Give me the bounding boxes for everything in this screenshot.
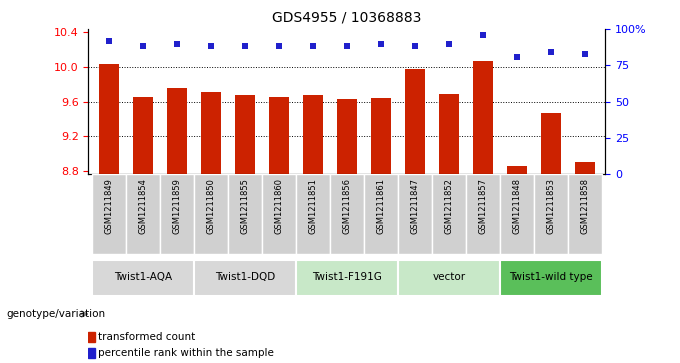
Text: GDS4955 / 10368883: GDS4955 / 10368883 [272,11,422,25]
Point [477,32,488,38]
Bar [500,174,534,254]
Text: GSM1211856: GSM1211856 [342,178,352,234]
Text: genotype/variation: genotype/variation [7,309,106,319]
Bar [296,260,398,295]
Bar [88,332,95,342]
Bar [337,99,357,174]
Bar [228,174,262,254]
Text: GSM1211852: GSM1211852 [444,178,454,234]
Text: GSM1211847: GSM1211847 [410,178,420,234]
Point [579,51,590,57]
Bar [296,174,330,254]
Point [205,44,216,49]
Bar [405,69,425,174]
Bar [466,174,500,254]
Text: GSM1211850: GSM1211850 [206,178,216,234]
Bar [126,174,160,254]
Bar [235,95,255,174]
Text: vector: vector [432,272,465,282]
Point [307,44,318,49]
Text: Twist1-wild type: Twist1-wild type [509,272,592,282]
Bar [194,174,228,254]
Text: GSM1211853: GSM1211853 [546,178,556,234]
Point [375,41,386,46]
Text: GSM1211849: GSM1211849 [104,178,114,234]
Bar [262,174,296,254]
Point [171,41,182,46]
Text: GSM1211848: GSM1211848 [512,178,522,234]
Point [409,44,420,49]
Bar [303,95,323,174]
Bar [568,174,602,254]
Point [341,44,352,49]
Point [545,49,556,55]
Bar [371,98,391,174]
Bar [364,174,398,254]
Bar [167,88,187,174]
Bar [541,113,561,174]
Bar [160,174,194,254]
Bar [194,260,296,295]
Point [103,38,114,44]
Bar [398,174,432,254]
Text: transformed count: transformed count [98,332,195,342]
Text: GSM1211861: GSM1211861 [376,178,386,234]
Text: GSM1211858: GSM1211858 [580,178,590,234]
Bar [439,94,459,174]
Bar [473,61,493,174]
Bar [500,260,602,295]
Bar [330,174,364,254]
Text: Twist1-AQA: Twist1-AQA [114,272,172,282]
Text: GSM1211854: GSM1211854 [138,178,148,234]
Bar [507,167,527,174]
Text: GSM1211860: GSM1211860 [274,178,284,234]
Bar [99,65,119,174]
Text: percentile rank within the sample: percentile rank within the sample [98,348,273,358]
Bar [398,260,500,295]
Text: Twist1-F191G: Twist1-F191G [312,272,381,282]
Bar [201,92,221,174]
Text: Twist1-DQD: Twist1-DQD [215,272,275,282]
Point [137,44,148,49]
Text: GSM1211855: GSM1211855 [240,178,250,234]
Text: GSM1211857: GSM1211857 [478,178,488,234]
Bar [575,162,595,174]
Bar [88,348,95,358]
Bar [432,174,466,254]
Bar [269,97,289,174]
Point [511,54,522,60]
Bar [92,260,194,295]
Point [443,41,454,46]
Text: GSM1211851: GSM1211851 [308,178,318,234]
Point [273,44,284,49]
Bar [534,174,568,254]
Point [239,44,250,49]
Bar [92,174,126,254]
Text: GSM1211859: GSM1211859 [172,178,182,234]
Bar [133,97,153,174]
